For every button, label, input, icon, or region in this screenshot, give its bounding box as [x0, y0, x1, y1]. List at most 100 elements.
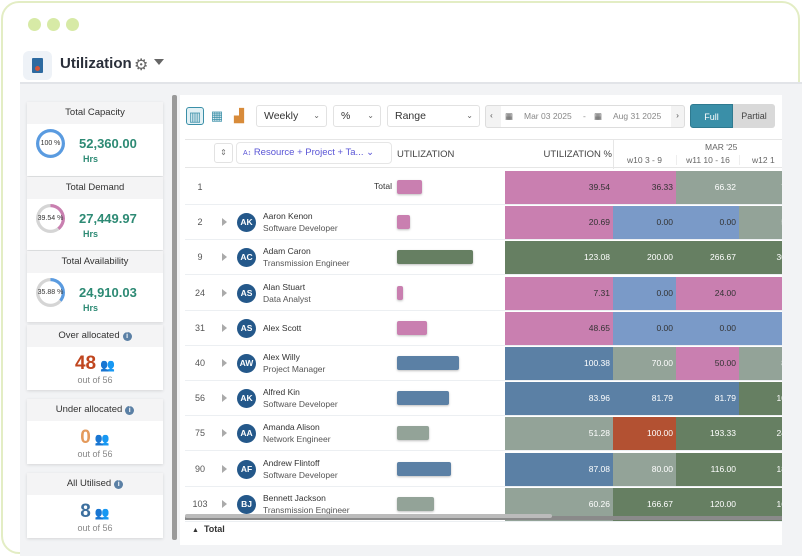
table-row[interactable]: 103 BJ Bennett Jackson Transmission Enginee…: [185, 487, 782, 522]
table-row[interactable]: 90 AF Andrew Flintoff Software Developer 87.…: [185, 452, 782, 487]
collapse-icon: ▲: [192, 527, 199, 534]
info-icon[interactable]: i: [125, 406, 135, 415]
group-by-select[interactable]: A↕ Resource + Project + Ta... ⌄: [236, 142, 392, 164]
unit-select[interactable]: % ⌄: [333, 105, 381, 127]
week-cell[interactable]: 7: [739, 171, 782, 204]
utilization-pct-cell[interactable]: 51.28: [505, 417, 613, 451]
gear-icon[interactable]: ⚙: [134, 57, 149, 74]
sidebar-scrollbar[interactable]: [172, 95, 177, 540]
expand-arrow-icon[interactable]: [222, 218, 227, 227]
scrollbar-thumb[interactable]: [185, 514, 552, 518]
window-dot: [28, 18, 41, 31]
expand-arrow-icon[interactable]: [222, 253, 227, 262]
week-cell[interactable]: 0.00: [613, 311, 676, 345]
people-icon: 👥: [94, 432, 110, 446]
resource-name[interactable]: Alan Stuart: [263, 281, 306, 292]
week-cell[interactable]: 200.00: [613, 241, 676, 275]
week-cell[interactable]: 16: [739, 487, 782, 521]
resource-name[interactable]: Adam Caron: [263, 246, 311, 257]
week-cell[interactable]: 81.79: [613, 382, 676, 416]
utilization-pct-cell[interactable]: 87.08: [505, 452, 613, 486]
week-cell[interactable]: 10: [739, 382, 782, 416]
avatar: AF: [237, 459, 256, 479]
week-cell[interactable]: 0.00: [676, 311, 739, 345]
resource-name[interactable]: Alfred Kin: [263, 387, 300, 398]
week-cell[interactable]: 36.33: [613, 171, 676, 204]
utilization-pct-cell[interactable]: 39.54: [505, 171, 613, 204]
week-cell[interactable]: 24.00: [676, 276, 739, 310]
grid-view-icon[interactable]: ▦: [210, 108, 224, 123]
table-row[interactable]: 31 AS Alex Scott 48.65 0.00 0.00: [185, 311, 782, 346]
start-date-input[interactable]: Mar 03 2025: [524, 111, 572, 121]
week-cell[interactable]: 120.00: [676, 487, 739, 521]
table-row[interactable]: 40 AW Alex Willy Project Manager 100.38 70.00…: [185, 346, 782, 381]
expand-arrow-icon[interactable]: [222, 359, 227, 367]
utilization-pct-cell[interactable]: 123.08: [505, 241, 613, 275]
week-cell[interactable]: 18: [739, 452, 782, 486]
expand-arrow-icon[interactable]: [222, 429, 227, 438]
week-cell[interactable]: 81.79: [676, 382, 739, 416]
date-range: ‹ ▦ Mar 03 2025 - ▦ Aug 31 2025 ›: [485, 105, 685, 128]
footer-total[interactable]: ▲ Total: [192, 524, 225, 534]
calendar-icon[interactable]: ▦: [594, 111, 603, 121]
sort-toggle-icon[interactable]: ⇕: [214, 143, 233, 163]
gantt-view-icon[interactable]: ▥: [186, 107, 204, 125]
utilization-pct-cell[interactable]: 100.38: [505, 347, 613, 380]
next-icon[interactable]: ›: [676, 110, 679, 120]
info-icon[interactable]: i: [122, 332, 132, 341]
info-icon[interactable]: i: [114, 480, 124, 489]
expand-arrow-icon[interactable]: [222, 394, 227, 403]
resource-name[interactable]: Aaron Kenon: [263, 211, 313, 222]
week-cell[interactable]: 70.00: [613, 347, 676, 380]
week-cell[interactable]: 80.00: [613, 452, 676, 486]
expand-arrow-icon[interactable]: [222, 323, 227, 332]
utilization-bar: [397, 496, 435, 511]
horizontal-scrollbar[interactable]: [185, 516, 782, 520]
table-row[interactable]: 24 AS Alan Stuart Data Analyst 7.31 0.00 24.00: [185, 276, 782, 311]
full-button[interactable]: Full: [690, 104, 733, 128]
table-row[interactable]: 9 AC Adam Caron Transmission Engineer 123.08…: [185, 240, 782, 276]
expand-arrow-icon[interactable]: [222, 499, 227, 508]
resource-name[interactable]: Bennett Jackson: [263, 492, 326, 503]
week-cell[interactable]: 166.67: [613, 487, 676, 521]
period-select[interactable]: Weekly ⌄: [256, 105, 327, 127]
week-cell[interactable]: 116.00: [676, 452, 739, 486]
resource-role: Transmission Engineer: [263, 504, 350, 515]
calendar-icon[interactable]: ▦: [505, 111, 514, 121]
week-cell[interactable]: [739, 311, 782, 345]
utilization-pct-cell[interactable]: 48.65: [505, 311, 613, 345]
resource-name[interactable]: Alex Scott: [263, 322, 302, 333]
chart-view-icon[interactable]: ▟: [234, 108, 244, 123]
range-select[interactable]: Range ⌄: [387, 105, 480, 127]
partial-button[interactable]: Partial: [733, 104, 775, 128]
utilization-pct-cell[interactable]: 83.96: [505, 382, 613, 416]
table-row[interactable]: 75 AA Amanda Alison Network Engineer 51.28 10…: [185, 416, 782, 452]
range-value: Range: [395, 110, 426, 122]
week-cell[interactable]: 8: [739, 347, 782, 380]
week-cell[interactable]: 266.67: [676, 241, 739, 275]
week-cell[interactable]: 30: [739, 241, 782, 275]
end-date-input[interactable]: Aug 31 2025: [613, 111, 662, 121]
week-cell[interactable]: 24: [739, 417, 782, 451]
caret-down-icon[interactable]: [154, 59, 164, 65]
week-cell[interactable]: 193.33: [676, 417, 739, 451]
week-cell[interactable]: 0.00: [613, 206, 676, 240]
week-cell[interactable]: [739, 276, 782, 310]
resource-name[interactable]: Amanda Alison: [263, 422, 320, 433]
week-cell[interactable]: 5: [739, 206, 782, 240]
table-row[interactable]: 2 AK Aaron Kenon Software Developer 20.69 0.0…: [185, 205, 782, 241]
week-cell[interactable]: 0.00: [613, 276, 676, 310]
table-row[interactable]: 56 AK Alfred Kin Software Developer 83.96 81.…: [185, 381, 782, 417]
prev-icon[interactable]: ‹: [490, 110, 493, 120]
week-cell[interactable]: 66.32: [676, 171, 739, 204]
week-cell[interactable]: 50.00: [676, 347, 739, 380]
expand-arrow-icon[interactable]: [222, 464, 227, 473]
utilization-pct-cell[interactable]: 7.31: [505, 276, 613, 310]
week-cell[interactable]: 100.00: [613, 417, 676, 451]
utilization-pct-cell[interactable]: 20.69: [505, 206, 613, 240]
resource-name[interactable]: Alex Willy: [263, 352, 300, 362]
expand-arrow-icon[interactable]: [222, 288, 227, 297]
resource-name[interactable]: Andrew Flintoff: [263, 457, 320, 468]
week-cell[interactable]: 0.00: [676, 206, 739, 240]
